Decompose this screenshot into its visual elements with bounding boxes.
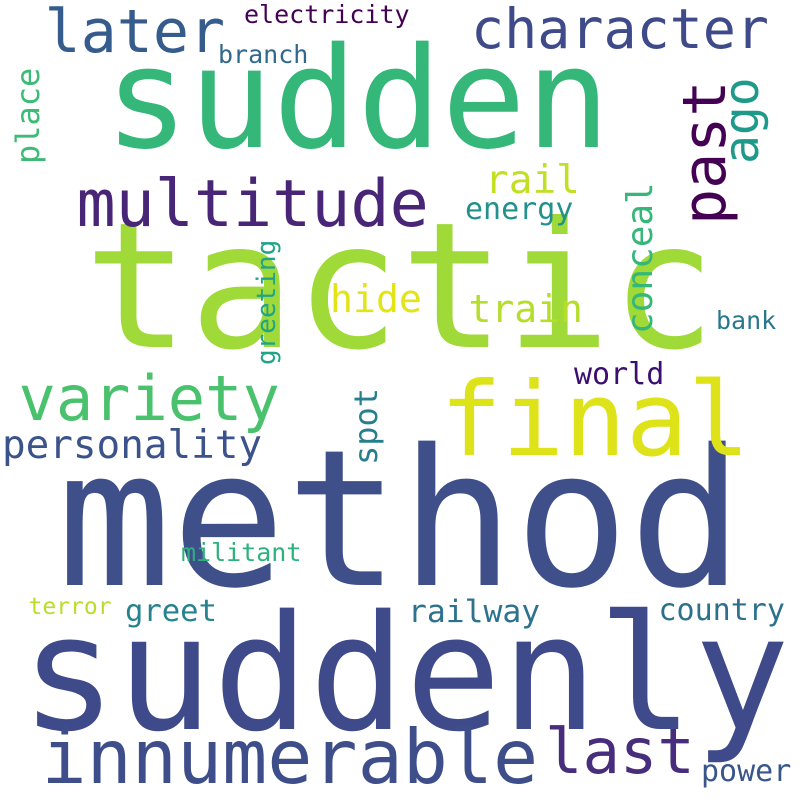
word-world: world [574,357,665,392]
word-conceal: conceal [620,181,661,334]
word-suddenly: suddenly [20,581,790,767]
word-variety: variety [18,362,280,435]
word-spot: spot [347,387,385,465]
word-hide: hide [330,278,422,322]
word-character: character [471,0,770,61]
word-rail: rail [485,156,580,203]
word-branch: branch [218,40,309,69]
word-place: place [9,67,47,164]
word-later: later [44,0,226,67]
word-power: power [701,754,792,789]
word-country: country [658,593,785,628]
word-sudden: sudden [104,18,611,181]
word-innumerable: innumerable [41,713,539,800]
word-multitude: multitude [76,167,429,242]
word-greet: greet [125,593,217,629]
word-railway: railway [408,593,541,630]
word-electricity: electricity [244,0,410,29]
word-terror: terror [28,594,112,620]
word-militant: militant [181,538,302,567]
word-greeting: greeting [252,239,282,365]
word-method: method [57,409,744,630]
word-final: final [440,359,751,480]
word-last: last [545,715,695,788]
word-train: train [468,287,583,331]
word-energy: energy [465,192,574,227]
word-personality: personality [2,422,263,468]
word-tactic: tactic [84,186,717,389]
word-ago: ago [714,76,770,164]
word-bank: bank [716,306,777,335]
